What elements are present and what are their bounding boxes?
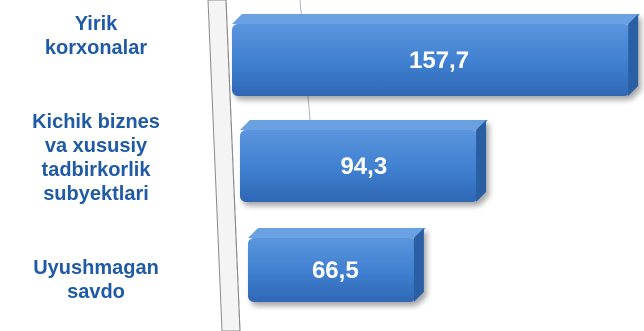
value-label-1: 157,7 xyxy=(409,47,469,74)
bar-3 xyxy=(248,228,426,302)
category-labels: Yirik korxonalar Kichik biznes va xususiy ta… xyxy=(32,13,160,303)
category-label-line: Uyushmagan xyxy=(33,257,159,279)
category-label-line: savdo xyxy=(67,281,125,303)
category-label-3: Uyushmagan savdo xyxy=(33,257,159,303)
value-label-2: 94,3 xyxy=(340,153,387,180)
bar-side-face xyxy=(476,120,487,202)
bar-side-face xyxy=(628,14,639,96)
value-label-3: 66,5 xyxy=(312,257,359,284)
bar-top-face xyxy=(232,14,641,24)
bar-2 xyxy=(240,120,489,202)
category-label-2: Kichik biznes va xususiy tadbirkorlik subye… xyxy=(32,111,160,205)
category-label-1: Yirik korxonalar xyxy=(45,13,147,59)
category-label-line: tadbirkorlik xyxy=(42,159,152,181)
bar-front-face xyxy=(248,238,416,302)
category-label-line: subyektlari xyxy=(43,183,149,205)
category-label-line: Kichik biznes xyxy=(32,111,160,133)
bar-front-face xyxy=(240,130,479,202)
bar-top-face xyxy=(240,120,489,130)
bar-1 xyxy=(232,14,641,96)
category-label-line: va xususiy xyxy=(45,135,148,157)
bar-top-face xyxy=(248,228,426,238)
category-label-line: Yirik xyxy=(75,13,118,35)
bar-front-face xyxy=(232,24,631,96)
category-label-line: korxonalar xyxy=(45,37,147,59)
bar-side-face xyxy=(413,228,424,302)
bars-group: 157,7 94,3 66,5 xyxy=(232,14,641,302)
